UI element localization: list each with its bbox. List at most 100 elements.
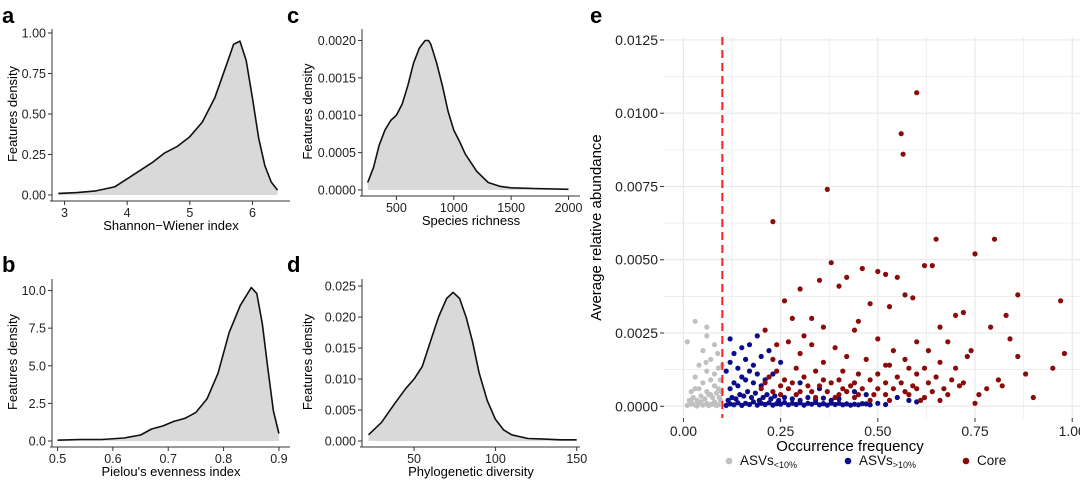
legend-label: ASVs<10% [740,453,797,470]
x-axis-title-c: Species richness [422,213,521,228]
data-point [956,383,963,389]
data-point [972,251,978,257]
data-point [933,374,939,380]
density-line-c [366,39,569,191]
data-point [906,392,912,398]
data-point [778,359,784,365]
data-point [816,277,823,283]
x-tick-label-e: 1.00 [1059,423,1080,439]
data-point [875,371,881,377]
data-point [704,368,710,374]
data-point [960,380,967,386]
data-point [844,389,850,395]
data-point [840,402,846,408]
data-point [762,327,768,333]
data-point [953,365,959,371]
data-point [696,386,702,392]
data-point [713,390,720,396]
y-tick-label-b: 5.0 [29,359,46,373]
data-point [883,401,889,408]
y-tick-label-c: 0.0000 [318,184,356,198]
data-point [688,389,694,395]
data-point [805,383,811,389]
data-point [725,397,731,403]
data-point [828,380,834,386]
x-tick-label-a: 3 [61,206,68,220]
data-point [898,131,904,137]
data-point [698,399,704,405]
data-point [708,392,714,398]
x-tick-label-b: 0.7 [160,452,177,466]
data-point [762,380,768,386]
series-core [758,90,1067,406]
y-tick-label-b: 10.0 [22,284,46,298]
data-point [844,401,850,407]
y-tick-label-d: 0.005 [325,404,356,418]
data-point [785,402,792,408]
data-point [836,392,842,398]
data-point [735,383,741,389]
data-point [702,396,708,402]
data-point [824,402,830,408]
y-tick-label-a: 0.00 [22,189,46,203]
data-point [914,339,920,345]
data-point [900,151,906,157]
x-tick-label-d: 100 [485,452,506,466]
data-point [764,392,770,398]
y-tick-label-c: 0.0005 [318,146,356,160]
y-tick-label-d: 0.000 [325,435,356,449]
data-point [684,402,690,408]
data-point [797,350,803,357]
y-tick-label-b: 7.5 [29,322,46,336]
data-point [731,402,737,408]
data-point [741,393,747,399]
data-point [770,219,776,225]
data-point [743,400,749,406]
data-point [793,365,799,371]
density-area-a [58,41,278,195]
data-point [999,383,1005,389]
panel-label-b: b [2,252,15,277]
y-tick-label-e: 0.0050 [615,252,658,268]
data-point [727,359,733,365]
data-point [816,383,823,389]
x-tick-label-a: 5 [186,206,193,220]
data-point [694,397,700,403]
data-point [752,390,759,396]
data-point [886,397,893,403]
data-point [772,393,778,399]
data-point [836,396,842,402]
data-point [1003,312,1009,318]
data-point [754,402,760,408]
panel-label-e: e [590,3,602,28]
data-point [750,380,757,386]
legend-label-main: ASVs [740,453,774,468]
data-point [883,271,889,277]
data-point [910,295,916,301]
x-tick-label-e: 0.00 [670,423,697,439]
legend-label-sub: <10% [774,460,797,470]
data-point [964,353,970,360]
series-asvs-lt10 [684,318,725,409]
legend-label-sub: >10% [893,460,916,470]
data-point [925,380,932,386]
data-point [704,333,710,339]
x-tick-label-c: 500 [386,201,407,215]
data-point [921,394,928,401]
x-tick-label-b: 0.8 [215,452,232,466]
data-point [933,236,939,242]
data-point [914,399,920,405]
panel-label-a: a [2,3,15,28]
data-point [863,392,869,398]
data-point [809,389,815,395]
data-point [797,389,803,395]
data-point [813,368,819,374]
data-point [735,400,741,406]
data-point [756,397,762,403]
data-point [820,359,827,365]
y-tick-label-c: 0.0020 [318,34,356,48]
data-point [828,397,834,403]
data-point [776,397,782,403]
x-tick-label-a: 6 [249,206,256,220]
